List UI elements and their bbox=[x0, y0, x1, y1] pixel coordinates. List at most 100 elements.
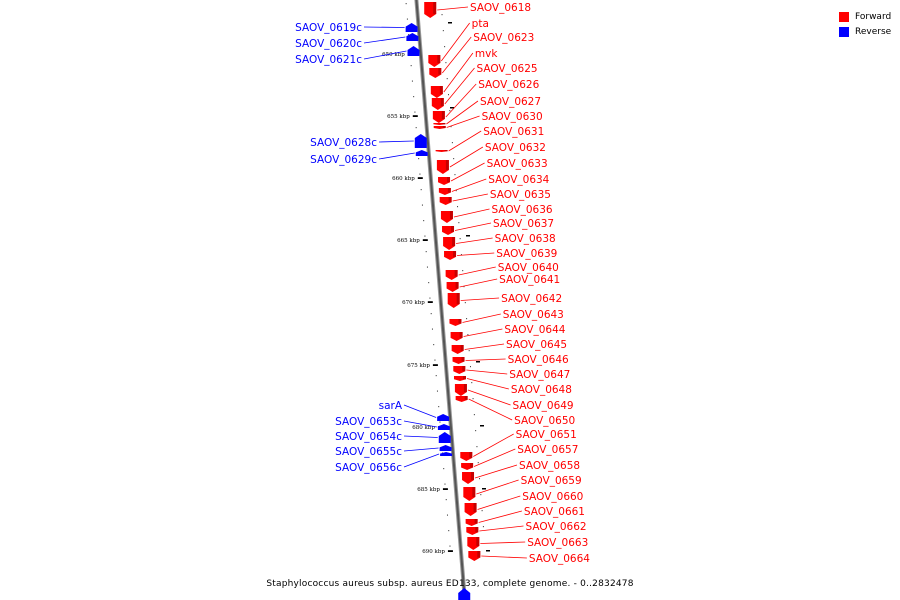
minor-tick-left bbox=[428, 282, 430, 284]
reverse-gene-label: SAOV_0655c bbox=[335, 446, 402, 458]
reverse-gene-arrow bbox=[458, 588, 471, 600]
forward-gene-leader bbox=[467, 389, 511, 406]
minor-tick-right bbox=[447, 94, 449, 96]
minor-tick-right bbox=[444, 46, 446, 48]
forward-gene-label: SAOV_0626 bbox=[478, 79, 539, 91]
forward-gene-shade bbox=[447, 188, 451, 193]
minor-tick-right bbox=[473, 414, 475, 416]
forward-gene-shade bbox=[473, 503, 477, 512]
minor-tick-left bbox=[435, 375, 437, 377]
minor-tick-right bbox=[467, 334, 469, 336]
forward-gene-label: SAOV_0664 bbox=[529, 553, 590, 565]
reverse-gene-label: SAOV_0629c bbox=[310, 154, 377, 166]
forward-gene-leader bbox=[449, 146, 484, 168]
reverse-gene-leader bbox=[363, 36, 406, 44]
kbp-tick-label: 685 kbp bbox=[417, 487, 440, 493]
forward-gene-label: pta bbox=[472, 18, 489, 30]
forward-gene-label: SAOV_0651 bbox=[516, 429, 577, 441]
reverse-gene-leader bbox=[403, 435, 438, 438]
forward-swatch bbox=[839, 11, 849, 22]
forward-gene-label: SAOV_0663 bbox=[527, 537, 588, 549]
minor-tick-left bbox=[426, 266, 428, 268]
forward-gene-leader bbox=[479, 525, 524, 532]
reverse-gene-leader bbox=[363, 50, 407, 60]
reverse-gene-label: SAOV_0620c bbox=[295, 38, 362, 50]
forward-gene-shade bbox=[474, 519, 478, 524]
forward-gene-label: SAOV_0645 bbox=[506, 339, 567, 351]
forward-gene-shade bbox=[460, 345, 464, 351]
reverse-gene-label: SAOV_0619c bbox=[295, 22, 362, 34]
forward-gene-shade bbox=[462, 376, 466, 380]
minor-tick-right bbox=[475, 430, 477, 432]
minor-tick-left bbox=[433, 344, 435, 346]
legend-reverse-label: Reverse bbox=[855, 26, 892, 37]
forward-gene-label: SAOV_0627 bbox=[480, 96, 541, 108]
legend-reverse: Reverse bbox=[839, 24, 891, 39]
minor-tick-left bbox=[411, 80, 413, 82]
reverse-gene-leader bbox=[378, 140, 414, 143]
legend: Forward Reverse bbox=[839, 9, 891, 39]
minor-tick-right bbox=[468, 350, 470, 352]
kbp-tick-label: 650 kbp bbox=[382, 52, 405, 58]
reverse-gene-arrow bbox=[414, 134, 427, 148]
minor-tick-right bbox=[445, 62, 447, 64]
forward-gene-leader bbox=[473, 433, 514, 457]
forward-gene-leader bbox=[441, 36, 472, 74]
minor-tick-right bbox=[472, 398, 474, 400]
minor-tick-left bbox=[414, 111, 416, 113]
forward-gene-label: mvk bbox=[475, 48, 498, 60]
minor-tick-left bbox=[430, 313, 432, 315]
genome-caption: Staphylococcus aureus subsp. aureus ED13… bbox=[266, 579, 634, 589]
gene-features bbox=[405, 2, 481, 600]
forward-gene-shade bbox=[444, 150, 448, 152]
genome-axis-line bbox=[415, 0, 466, 600]
forward-gene-shade bbox=[447, 177, 451, 183]
forward-gene-shade bbox=[452, 237, 456, 246]
forward-gene-shade bbox=[433, 2, 437, 14]
forward-gene-leader bbox=[454, 222, 492, 231]
kbp-tick-label: 665 kbp bbox=[397, 238, 420, 244]
reverse-gene-label: SAOV_0656c bbox=[335, 462, 402, 474]
reverse-gene-arrow bbox=[439, 445, 452, 451]
forward-gene-shade bbox=[469, 452, 473, 458]
forward-gene-shade bbox=[448, 197, 452, 203]
forward-gene-shade bbox=[442, 123, 446, 125]
minor-tick-left bbox=[446, 514, 448, 516]
minor-tick-right bbox=[481, 510, 483, 512]
forward-gene-shade bbox=[461, 357, 465, 362]
forward-gene-leader bbox=[446, 115, 480, 128]
forward-gene-shade bbox=[471, 472, 475, 480]
forward-gene-shade bbox=[442, 126, 446, 128]
reverse-gene-label: sarA bbox=[379, 400, 403, 412]
minor-tick-left bbox=[445, 499, 447, 501]
forward-gene-leader bbox=[441, 22, 470, 62]
forward-gene-label: SAOV_0638 bbox=[495, 233, 556, 245]
minor-tick-right bbox=[479, 478, 481, 480]
forward-gene-shade bbox=[476, 537, 480, 546]
minor-tick-right bbox=[458, 222, 460, 224]
forward-gene-leader bbox=[473, 448, 516, 467]
reverse-gene-leader bbox=[403, 447, 439, 452]
kbp-tick-mark bbox=[447, 550, 453, 552]
forward-gene-leader bbox=[457, 252, 495, 256]
forward-gene-leader bbox=[460, 297, 500, 301]
forward-gene-shade bbox=[439, 86, 443, 94]
forward-gene-leader bbox=[476, 479, 519, 495]
minor-tick-right bbox=[454, 174, 456, 176]
forward-gene-label: SAOV_0633 bbox=[487, 158, 548, 170]
minor-tick-left bbox=[419, 173, 421, 175]
forward-gene-label: SAOV_0632 bbox=[485, 142, 546, 154]
reverse-gene-arrow bbox=[405, 23, 418, 32]
forward-gene-label: SAOV_0642 bbox=[501, 293, 562, 305]
forward-gene-leader bbox=[466, 369, 508, 375]
minor-tick-right bbox=[460, 254, 462, 256]
minor-tick-left bbox=[423, 220, 425, 222]
minor-tick-left bbox=[406, 18, 408, 20]
reverse-gene-arrow bbox=[440, 452, 453, 456]
minor-tick-left bbox=[429, 297, 431, 299]
forward-gene-leader bbox=[468, 398, 513, 421]
forward-gene-leader bbox=[474, 464, 518, 479]
minor-tick-left bbox=[418, 158, 420, 160]
minor-tick-left bbox=[443, 468, 445, 470]
